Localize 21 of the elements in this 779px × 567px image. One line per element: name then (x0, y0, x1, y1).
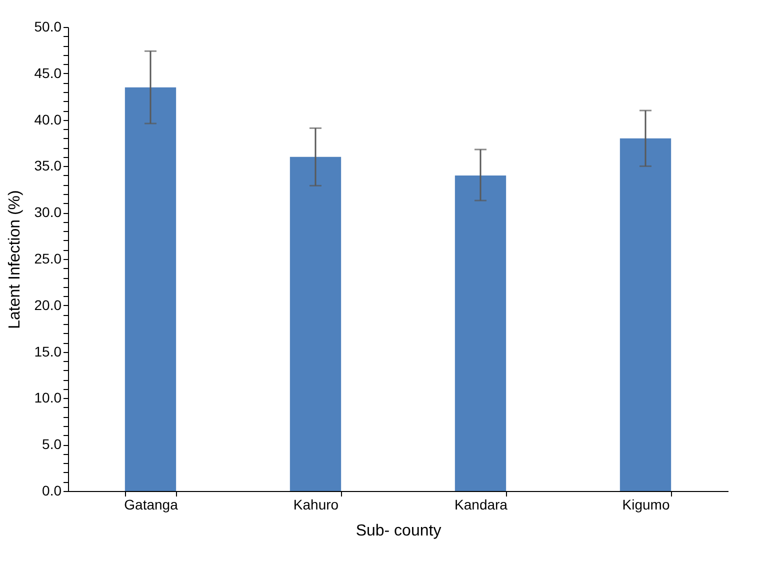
y-tick-label: 45.0 (34, 64, 62, 81)
y-tick-label: 40.0 (34, 111, 62, 128)
y-tick-label: 10.0 (34, 390, 62, 406)
y-tick-label: 5.0 (42, 436, 62, 452)
y-tick-label: 25.0 (34, 250, 62, 266)
x-tick-label: Kahuro (293, 496, 339, 512)
bar (290, 156, 342, 491)
y-tick-label: 35.0 (34, 158, 62, 174)
y-tick-label: 20.0 (34, 296, 62, 313)
y-tick-label: 30.0 (34, 204, 62, 220)
y-axis-title: Latent Infection (%) (6, 190, 24, 329)
x-tick-label: Gatanga (124, 496, 178, 512)
x-axis-title: Sub- county (356, 522, 442, 540)
y-tick-label: 0.0 (42, 482, 62, 498)
y-tick-label: 15.0 (34, 343, 62, 360)
bar (124, 87, 176, 491)
bar (620, 138, 672, 491)
x-tick-label: Kigumo (622, 496, 670, 512)
x-tick-label: Kandara (454, 496, 508, 512)
bar (454, 175, 506, 491)
y-tick-label: 50.0 (34, 18, 62, 34)
